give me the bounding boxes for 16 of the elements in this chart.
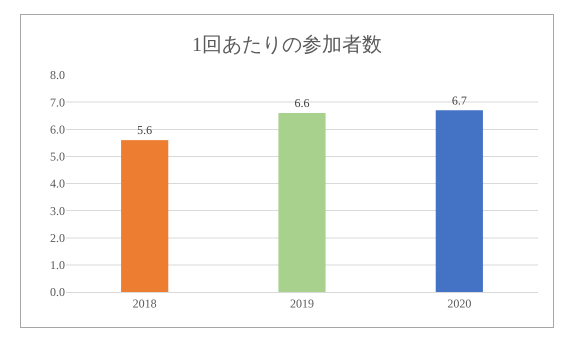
y-tick-label: 4.0 — [50, 176, 65, 191]
y-tick-label: 2.0 — [50, 230, 65, 245]
chart-title: 1回あたりの参加者数 — [192, 34, 382, 56]
y-tick-label: 0.0 — [50, 285, 65, 300]
x-tick-label: 2020 — [447, 296, 472, 310]
data-label: 6.6 — [294, 96, 310, 110]
y-tick-label: 1.0 — [50, 258, 65, 272]
y-tick-label: 6.0 — [50, 122, 65, 136]
x-tick-label: 2019 — [290, 296, 314, 310]
data-label: 6.7 — [452, 93, 467, 108]
y-tick-label: 5.0 — [50, 150, 65, 164]
y-tick-label: 7.0 — [50, 95, 65, 110]
data-label: 5.6 — [137, 123, 152, 138]
y-tick-label: 3.0 — [50, 204, 65, 218]
y-tick-label: 8.0 — [50, 68, 65, 82]
x-tick-label: 2018 — [132, 296, 157, 310]
